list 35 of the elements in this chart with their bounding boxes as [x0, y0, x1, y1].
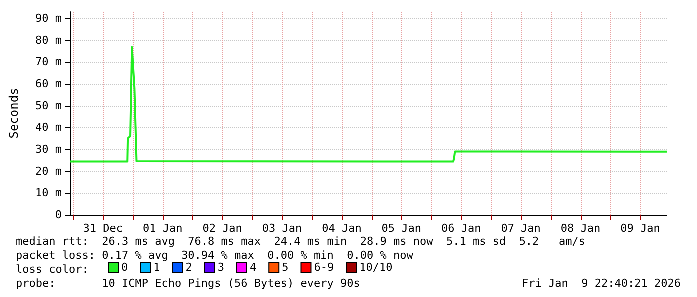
- legend-label: 4: [250, 261, 257, 274]
- x-tick-label: 04 Jan: [322, 222, 362, 235]
- legend-label: 2: [186, 261, 192, 274]
- legend-label: 10/10: [360, 261, 393, 274]
- y-tick-label: 0: [55, 208, 62, 222]
- legend-label: 0: [122, 261, 128, 274]
- x-tick-label: 05 Jan: [382, 222, 422, 235]
- y-axis-title: Seconds: [7, 88, 21, 139]
- y-tick-label: 60 m: [36, 78, 62, 91]
- text: Fri Jan 9 22:40:21 2026: [522, 277, 682, 290]
- text: median rtt: 26.3 ms avg 76.8 ms max 24.4 ms min 28.9 ms now 5.1 ms sd 5.2 am/s: [16, 235, 586, 248]
- legend-label: 5: [282, 261, 289, 274]
- text: probe: 10 ICMP Echo Pings (56 Bytes) every 90s: [16, 277, 360, 290]
- line-series: [69, 46, 668, 163]
- legend-label: 3: [218, 261, 224, 274]
- y-tick-label: 80 m: [36, 34, 62, 47]
- y-tick-label: 10 m: [36, 186, 62, 200]
- x-tick-label: 01 Jan: [142, 222, 183, 235]
- x-tick-label: 31 Dec: [83, 222, 124, 235]
- x-tick-label: 02 Jan: [202, 222, 242, 235]
- legend-label: 6-9: [314, 261, 334, 274]
- y-tick-label: 20 m: [36, 164, 62, 178]
- legend-title: loss color:: [16, 263, 89, 276]
- y-tick-label: 50 m: [36, 99, 62, 112]
- x-tick-label: 07 Jan: [501, 222, 541, 235]
- x-tick-label: 09 Jan: [620, 222, 660, 235]
- x-tick-label: 08 Jan: [560, 222, 601, 235]
- y-tick-label: 40 m: [36, 121, 62, 134]
- y-tick-label: 90 m: [36, 12, 62, 26]
- legend-label: 1: [154, 261, 160, 274]
- text: packet loss: 0.17 % avg 30.94 % max 0.00 % min 0.00 % now: [16, 249, 414, 262]
- y-tick-label: 70 m: [36, 56, 62, 69]
- x-tick-label: 06 Jan: [441, 222, 482, 235]
- x-tick-label: 03 Jan: [262, 222, 302, 235]
- y-tick-label: 30 m: [36, 143, 62, 156]
